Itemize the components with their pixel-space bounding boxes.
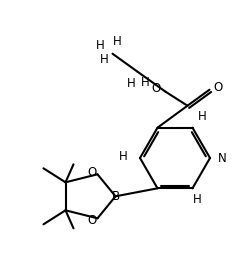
Text: H: H xyxy=(113,35,122,48)
Text: N: N xyxy=(218,152,226,164)
Text: O: O xyxy=(88,214,97,227)
Text: B: B xyxy=(111,190,119,203)
Text: O: O xyxy=(88,166,97,179)
Text: H: H xyxy=(141,76,150,89)
Text: H: H xyxy=(100,53,109,66)
Text: H: H xyxy=(96,39,105,52)
Text: O: O xyxy=(151,82,161,95)
Text: O: O xyxy=(213,81,222,94)
Text: H: H xyxy=(119,149,128,163)
Text: H: H xyxy=(127,77,136,90)
Text: H: H xyxy=(198,110,207,123)
Text: H: H xyxy=(193,193,202,206)
